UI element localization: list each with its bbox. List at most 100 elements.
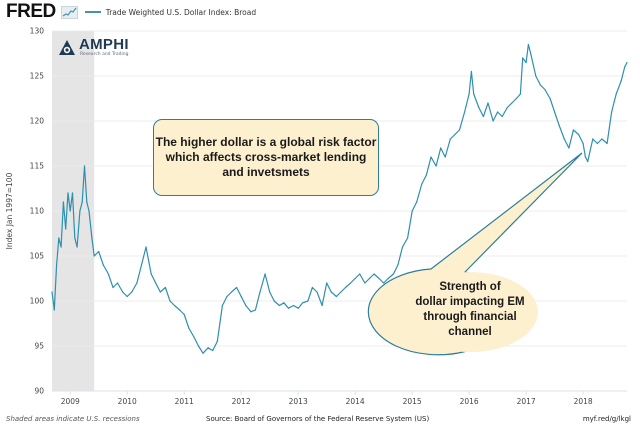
data-point [397, 264, 399, 266]
data-point [164, 286, 167, 289]
data-point [250, 311, 252, 313]
data-point [470, 70, 473, 73]
data-point [511, 102, 513, 104]
data-point [563, 138, 565, 140]
data-point [584, 156, 586, 158]
data-point [212, 349, 214, 352]
data-point [287, 307, 290, 309]
data-point [383, 282, 385, 284]
x-tick-label: 2018 [574, 397, 593, 406]
data-point [373, 273, 375, 275]
recession-note: Shaded areas indicate U.S. recessions [6, 415, 140, 423]
em-callout-text: Strength of dollar impacting EM through … [400, 280, 540, 340]
data-point [535, 75, 537, 77]
data-point [406, 237, 409, 239]
data-point [62, 201, 64, 203]
data-point [378, 277, 380, 280]
data-point [74, 237, 76, 239]
data-point [264, 273, 266, 275]
data-point [126, 295, 128, 298]
data-point [473, 93, 475, 95]
short-link[interactable]: myf.red/g/lkgl [582, 415, 631, 423]
data-point [463, 111, 466, 113]
data-point [478, 106, 480, 109]
data-point [368, 277, 371, 280]
data-point [283, 302, 285, 304]
data-point [587, 160, 589, 163]
data-point [340, 291, 342, 293]
y-tick-label: 130 [30, 27, 45, 36]
x-tick-label: 2009 [61, 397, 80, 406]
amphi-name: AMPHI [79, 36, 129, 53]
data-point [572, 129, 575, 131]
data-point [179, 309, 181, 311]
data-point [131, 291, 133, 293]
data-point [159, 291, 161, 293]
data-point [98, 250, 100, 253]
data-point [592, 138, 594, 140]
em-callout-line: dollar impacting EM [415, 296, 525, 308]
data-point [221, 304, 223, 307]
data-point [335, 295, 337, 298]
y-tick-label: 125 [30, 72, 45, 81]
data-point [297, 307, 299, 309]
data-point [112, 286, 114, 289]
data-point [259, 291, 261, 293]
x-tick-label: 2012 [232, 397, 251, 406]
x-tick-label: 2010 [118, 397, 137, 406]
data-point [51, 291, 53, 293]
chart-header: FRED Trade Weighted U.S. Dollar Index: B… [6, 1, 257, 22]
data-point [359, 273, 361, 275]
data-point [93, 255, 95, 257]
data-point [401, 246, 404, 248]
data-point [55, 264, 58, 266]
legend-swatch [84, 11, 101, 13]
data-point [430, 156, 432, 158]
data-point [440, 147, 442, 149]
y-tick-label: 115 [30, 162, 45, 171]
fred-logo[interactable]: FRED [6, 1, 56, 22]
data-point [449, 138, 451, 140]
data-point [69, 210, 71, 212]
amphi-triangle-icon [59, 40, 75, 55]
data-point [269, 291, 271, 293]
data-point [522, 57, 524, 59]
data-point [216, 340, 218, 343]
data-point [169, 300, 171, 302]
data-point [145, 246, 147, 248]
data-point [411, 210, 413, 212]
em-callout-line: channel [448, 326, 492, 338]
data-point [88, 210, 90, 212]
data-point [330, 291, 332, 293]
data-point [293, 304, 295, 307]
data-point [102, 264, 104, 266]
data-point [65, 228, 67, 230]
data-point [421, 183, 423, 185]
data-point [207, 347, 209, 349]
data-point [273, 300, 275, 302]
y-tick-label: 120 [30, 117, 45, 126]
data-point [311, 286, 314, 289]
em-callout-line: through financial [423, 311, 517, 323]
amphi-tagline: Research and Trading [80, 52, 129, 57]
data-point [86, 201, 88, 203]
y-tick-label: 110 [30, 207, 45, 216]
data-point [136, 282, 138, 284]
y-tick-label: 105 [30, 252, 45, 261]
ellipse-callout [367, 152, 583, 356]
data-point [458, 129, 461, 131]
data-point [302, 302, 304, 304]
data-point [326, 282, 328, 284]
data-point [140, 264, 143, 266]
data-point [60, 246, 62, 248]
source-text: Source: Board of Governors of the Federa… [206, 415, 430, 423]
data-point [350, 282, 352, 284]
y-tick-label: 90 [34, 387, 44, 396]
legend-label: Trade Weighted U.S. Dollar Index: Broad [105, 7, 257, 17]
data-point [392, 273, 394, 275]
data-point [226, 295, 228, 298]
data-point [188, 327, 190, 329]
data-point [278, 304, 280, 307]
data-point [615, 93, 617, 95]
data-point [539, 84, 541, 86]
